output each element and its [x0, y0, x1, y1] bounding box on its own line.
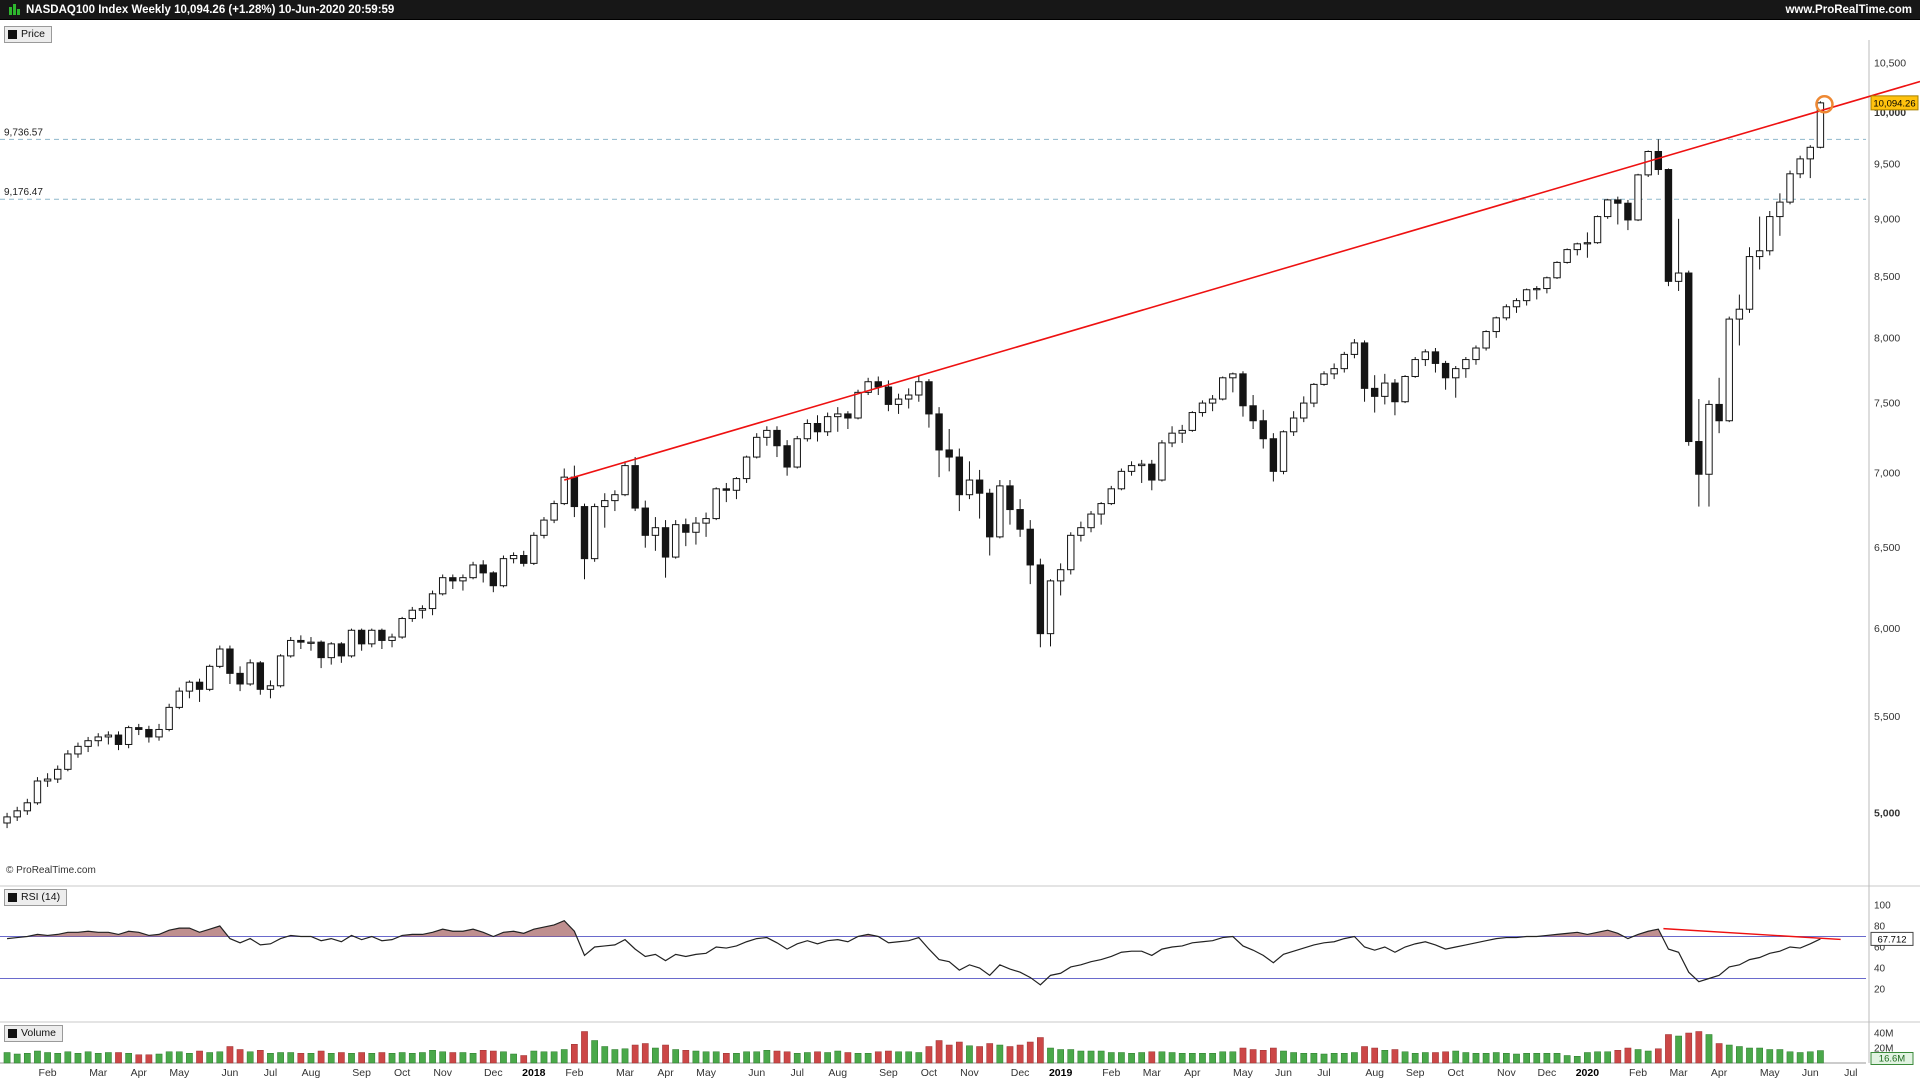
svg-text:9,000: 9,000 — [1874, 213, 1900, 225]
svg-text:Jul: Jul — [791, 1067, 804, 1079]
price-panel-chip[interactable]: Price — [4, 26, 52, 43]
svg-text:5,500: 5,500 — [1874, 711, 1900, 723]
svg-text:8,000: 8,000 — [1874, 332, 1900, 344]
svg-text:60: 60 — [1874, 943, 1886, 954]
svg-text:100: 100 — [1874, 901, 1891, 912]
svg-text:May: May — [696, 1067, 717, 1079]
svg-text:2018: 2018 — [522, 1067, 546, 1079]
svg-text:Mar: Mar — [1670, 1067, 1689, 1079]
svg-text:Jun: Jun — [221, 1067, 238, 1079]
svg-text:7,000: 7,000 — [1874, 467, 1900, 479]
rsi-panel-icon — [8, 893, 17, 902]
volume-panel-chip[interactable]: Volume — [4, 1025, 64, 1042]
svg-text:Jun: Jun — [748, 1067, 765, 1079]
svg-text:Feb: Feb — [1629, 1067, 1647, 1079]
svg-text:Jun: Jun — [1802, 1067, 1819, 1079]
title-bar: NASDAQ100 Index Weekly 10,094.26 (+1.28%… — [0, 0, 1920, 20]
svg-text:20: 20 — [1874, 985, 1886, 996]
provider-url: www.ProRealTime.com — [1785, 3, 1912, 16]
svg-text:20M: 20M — [1874, 1044, 1893, 1055]
svg-text:40M: 40M — [1874, 1029, 1893, 1040]
svg-text:6,000: 6,000 — [1874, 623, 1900, 635]
volume-panel-icon — [8, 1029, 17, 1038]
svg-text:6,500: 6,500 — [1874, 542, 1900, 554]
rsi-panel-label: RSI (14) — [21, 891, 61, 903]
svg-text:Apr: Apr — [131, 1067, 148, 1079]
svg-text:Nov: Nov — [433, 1067, 452, 1079]
svg-text:May: May — [1233, 1067, 1254, 1079]
svg-text:Jul: Jul — [264, 1067, 277, 1079]
svg-text:Feb: Feb — [39, 1067, 57, 1079]
svg-text:Sep: Sep — [352, 1067, 371, 1079]
svg-text:May: May — [169, 1067, 190, 1079]
svg-text:5,000: 5,000 — [1874, 807, 1900, 819]
price-panel-icon — [8, 30, 17, 39]
app-logo-icon — [9, 3, 20, 15]
svg-text:Nov: Nov — [1497, 1067, 1516, 1079]
svg-text:Jul: Jul — [1844, 1067, 1857, 1079]
chart-title: NASDAQ100 Index Weekly 10,094.26 (+1.28%… — [26, 3, 395, 16]
svg-text:Oct: Oct — [394, 1067, 410, 1079]
svg-text:Nov: Nov — [960, 1067, 979, 1079]
svg-text:10,094.26: 10,094.26 — [1873, 98, 1915, 109]
rsi-panel-chip[interactable]: RSI (14) — [4, 889, 68, 906]
svg-text:Jun: Jun — [1275, 1067, 1292, 1079]
chart-area[interactable]: 10,500 10,000 9,500 9,000 8,500 8,000 7,500 7,0… — [0, 20, 1920, 1080]
svg-text:Apr: Apr — [1711, 1067, 1728, 1079]
svg-text:Aug: Aug — [1365, 1067, 1384, 1079]
svg-text:Dec: Dec — [1011, 1067, 1030, 1079]
svg-text:Apr: Apr — [1184, 1067, 1201, 1079]
svg-text:16.6M: 16.6M — [1879, 1054, 1905, 1065]
svg-text:9,500: 9,500 — [1874, 159, 1900, 171]
svg-text:May: May — [1760, 1067, 1781, 1079]
svg-text:2019: 2019 — [1049, 1067, 1073, 1079]
svg-text:Aug: Aug — [302, 1067, 321, 1079]
svg-text:9,176.47: 9,176.47 — [4, 187, 43, 198]
svg-text:Mar: Mar — [89, 1067, 108, 1079]
svg-text:Dec: Dec — [484, 1067, 503, 1079]
price-panel-label: Price — [21, 28, 45, 40]
svg-text:7,500: 7,500 — [1874, 398, 1900, 410]
svg-text:2020: 2020 — [1576, 1067, 1600, 1079]
volume-panel-label: Volume — [21, 1027, 57, 1039]
svg-text:Dec: Dec — [1538, 1067, 1557, 1079]
svg-text:10,500: 10,500 — [1874, 58, 1906, 70]
svg-text:Sep: Sep — [879, 1067, 898, 1079]
svg-text:Jul: Jul — [1317, 1067, 1330, 1079]
svg-text:80: 80 — [1874, 922, 1886, 933]
svg-text:Sep: Sep — [1406, 1067, 1425, 1079]
svg-text:9,736.57: 9,736.57 — [4, 127, 43, 138]
svg-text:Feb: Feb — [1102, 1067, 1120, 1079]
svg-text:40: 40 — [1874, 964, 1886, 975]
svg-text:Oct: Oct — [921, 1067, 937, 1079]
chart-canvas[interactable]: 10,50010,0009,5009,0008,5008,0007,5007,0… — [0, 20, 1920, 1080]
svg-text:Feb: Feb — [565, 1067, 583, 1079]
svg-text:8,500: 8,500 — [1874, 271, 1900, 283]
svg-text:67.712: 67.712 — [1877, 934, 1906, 945]
svg-text:Apr: Apr — [657, 1067, 674, 1079]
svg-text:Mar: Mar — [616, 1067, 635, 1079]
svg-text:Oct: Oct — [1448, 1067, 1464, 1079]
svg-text:Aug: Aug — [828, 1067, 847, 1079]
copyright-watermark: © ProRealTime.com — [6, 865, 96, 876]
svg-text:Mar: Mar — [1143, 1067, 1162, 1079]
